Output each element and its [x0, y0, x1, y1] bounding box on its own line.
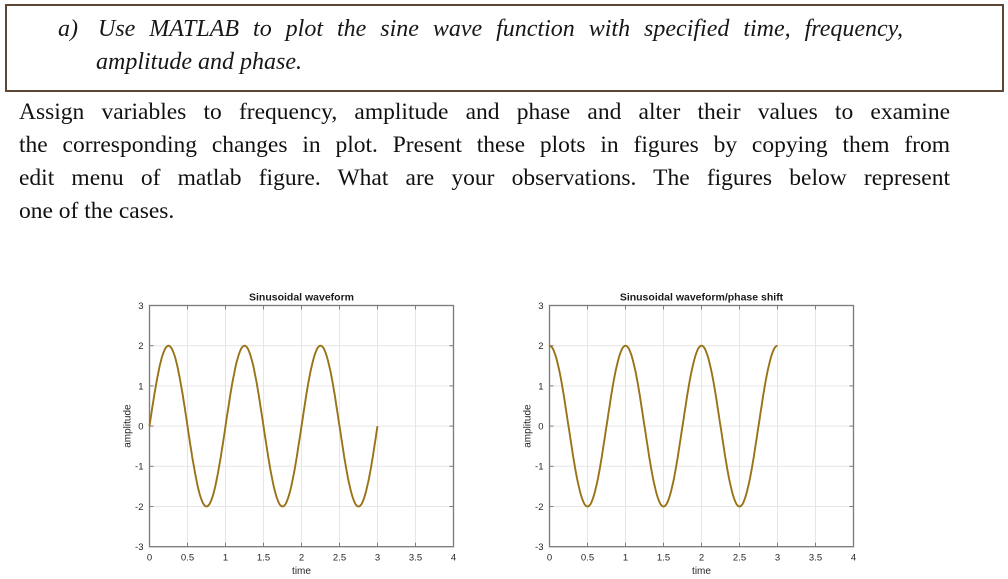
svg-text:4: 4 — [851, 553, 856, 564]
svg-text:1.5: 1.5 — [657, 553, 670, 564]
svg-text:3.5: 3.5 — [409, 553, 422, 564]
svg-text:Sinusoidal waveform: Sinusoidal waveform — [249, 292, 354, 304]
svg-text:1: 1 — [623, 553, 628, 564]
svg-text:0.5: 0.5 — [181, 553, 194, 564]
svg-text:3.5: 3.5 — [809, 553, 822, 564]
svg-text:0: 0 — [538, 422, 543, 433]
svg-text:1: 1 — [138, 381, 143, 392]
svg-text:2.5: 2.5 — [733, 553, 746, 564]
svg-text:2: 2 — [538, 341, 543, 352]
svg-text:2.5: 2.5 — [333, 553, 346, 564]
svg-text:-2: -2 — [535, 502, 543, 513]
svg-text:2: 2 — [138, 341, 143, 352]
svg-text:0: 0 — [138, 422, 143, 433]
svg-text:1: 1 — [223, 553, 228, 564]
svg-text:2: 2 — [699, 553, 704, 564]
svg-text:3: 3 — [775, 553, 780, 564]
svg-text:-3: -3 — [135, 542, 143, 553]
svg-text:2: 2 — [299, 553, 304, 564]
svg-text:amplitude: amplitude — [123, 404, 134, 448]
svg-text:4: 4 — [451, 553, 456, 564]
svg-text:amplitude: amplitude — [523, 404, 534, 448]
svg-text:-1: -1 — [535, 462, 543, 473]
svg-text:0: 0 — [547, 553, 552, 564]
svg-text:-1: -1 — [135, 462, 143, 473]
svg-text:-3: -3 — [535, 542, 543, 553]
svg-text:time: time — [292, 566, 311, 577]
svg-text:time: time — [692, 566, 711, 577]
svg-text:-2: -2 — [135, 502, 143, 513]
svg-text:Sinusoidal waveform/phase shif: Sinusoidal waveform/phase shift — [620, 292, 784, 304]
svg-text:1.5: 1.5 — [257, 553, 270, 564]
svg-text:3: 3 — [375, 553, 380, 564]
svg-text:1: 1 — [538, 381, 543, 392]
svg-text:3: 3 — [538, 301, 543, 312]
svg-text:0: 0 — [147, 553, 152, 564]
svg-text:3: 3 — [138, 301, 143, 312]
svg-text:0.5: 0.5 — [581, 553, 594, 564]
